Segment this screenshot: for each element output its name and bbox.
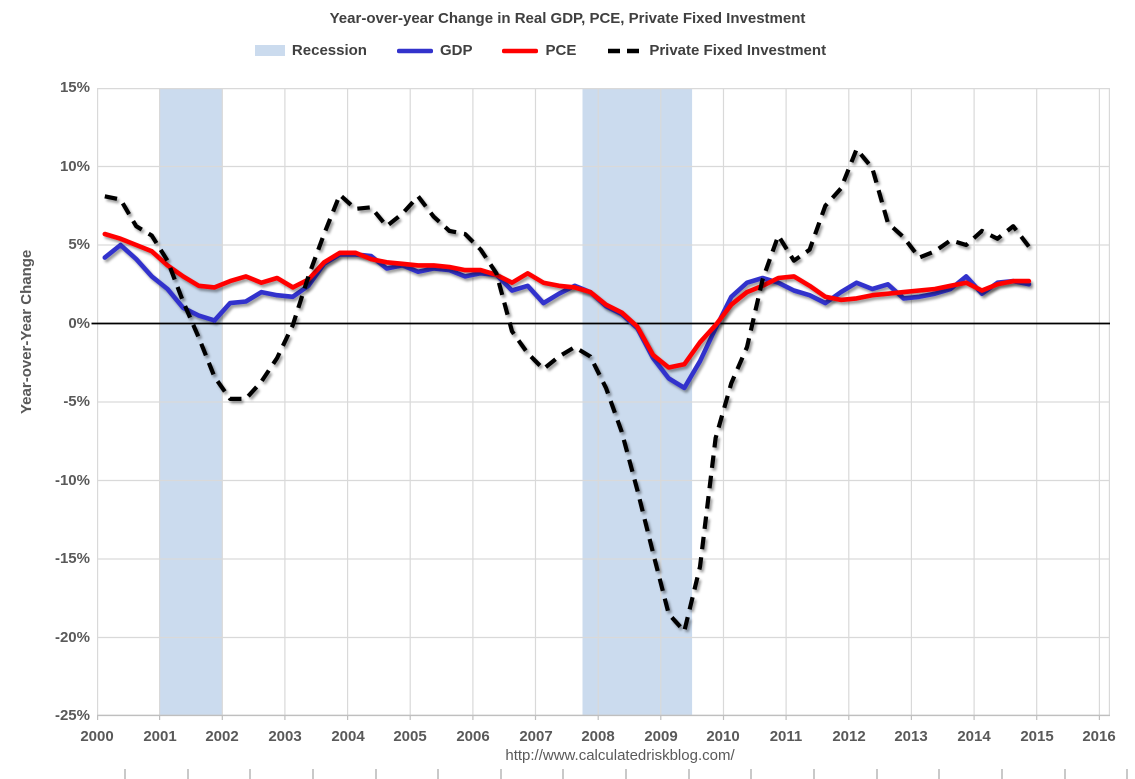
bottom-edge-tick bbox=[750, 769, 752, 779]
bottom-edge-tick bbox=[187, 769, 189, 779]
legend-label: GDP bbox=[439, 42, 473, 59]
chart-title: Year-over-year Change in Real GDP, PCE, … bbox=[329, 10, 806, 27]
x-tick-label: 2000 bbox=[80, 728, 114, 745]
x-tick-label: 2002 bbox=[205, 728, 239, 745]
bottom-edge-tick bbox=[938, 769, 940, 779]
bottom-edge-tick bbox=[312, 769, 314, 779]
legend-label: Private Fixed Investment bbox=[649, 42, 827, 59]
bottom-edge-tick bbox=[437, 769, 439, 779]
x-tick-label: 2015 bbox=[1020, 728, 1054, 745]
y-tick-label: -25% bbox=[54, 707, 90, 724]
x-tick-label: 2012 bbox=[832, 728, 866, 745]
legend: Recession GDP PCE Private Fixed Investment bbox=[0, 42, 1135, 59]
x-tick-label: 2004 bbox=[331, 728, 365, 745]
bottom-edge-tick bbox=[688, 769, 690, 779]
source-url: http://www.calculatedriskblog.com/ bbox=[505, 747, 735, 764]
legend-item-private-fixed-investment: Private Fixed Investment bbox=[606, 42, 826, 59]
x-tick-label: 2016 bbox=[1082, 728, 1116, 745]
recession-swatch bbox=[254, 45, 285, 56]
x-tick-label: 2005 bbox=[393, 728, 427, 745]
y-axis-title: Year-over-Year Change bbox=[18, 249, 35, 415]
x-tick-label: 2006 bbox=[456, 728, 490, 745]
pfi-dashed-swatch bbox=[608, 48, 641, 53]
bottom-edge-tick bbox=[249, 769, 251, 779]
y-tick-label: 5% bbox=[68, 236, 90, 253]
x-tick-label: 2007 bbox=[519, 728, 553, 745]
gdp-line bbox=[102, 242, 1032, 391]
bottom-edge-tick bbox=[1064, 769, 1066, 779]
bottom-edge-tick bbox=[625, 769, 627, 779]
plot-area bbox=[91, 88, 1111, 720]
legend-label: PCE bbox=[545, 42, 577, 59]
bottom-edge-tick bbox=[375, 769, 377, 779]
bottom-edge-tick bbox=[500, 769, 502, 779]
x-tick-label: 2008 bbox=[581, 728, 615, 745]
x-tick-label: 2010 bbox=[706, 728, 740, 745]
x-tick-label: 2003 bbox=[268, 728, 302, 745]
legend-item-gdp: GDP bbox=[396, 42, 473, 59]
legend-item-pce: PCE bbox=[502, 42, 576, 59]
y-tick-label: 10% bbox=[59, 158, 90, 175]
bottom-edge-tick bbox=[876, 769, 878, 779]
x-tick-label: 2001 bbox=[143, 728, 177, 745]
pce-line bbox=[102, 231, 1032, 370]
x-tick-label: 2011 bbox=[769, 728, 803, 745]
bottom-edge-tick bbox=[562, 769, 564, 779]
x-tick-label: 2009 bbox=[644, 728, 678, 745]
pfi-dashed-line bbox=[104, 147, 1031, 634]
bottom-edge-tick bbox=[1001, 769, 1003, 779]
y-tick-label: -15% bbox=[54, 550, 90, 567]
x-tick-label: 2014 bbox=[957, 728, 991, 745]
bottom-edge-tick bbox=[1126, 769, 1128, 779]
y-tick-label: -10% bbox=[54, 472, 90, 489]
y-tick-label: 15% bbox=[59, 79, 90, 96]
bottom-edge-tick bbox=[813, 769, 815, 779]
pce-line-swatch bbox=[502, 48, 539, 53]
x-tick-label: 2013 bbox=[894, 728, 928, 745]
y-tick-label: -20% bbox=[54, 629, 90, 646]
gdp-line-swatch bbox=[396, 48, 433, 53]
y-tick-label: -5% bbox=[63, 393, 90, 410]
y-tick-label: 0% bbox=[68, 315, 90, 332]
legend-item-recession: Recession bbox=[254, 42, 367, 59]
legend-label: Recession bbox=[291, 42, 367, 59]
bottom-edge-tick bbox=[124, 769, 126, 779]
